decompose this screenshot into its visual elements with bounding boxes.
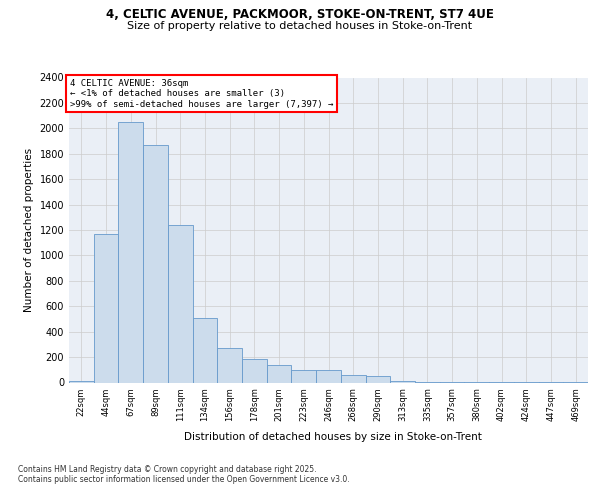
Bar bbox=[390, 380, 415, 382]
Text: Contains HM Land Registry data © Crown copyright and database right 2025.: Contains HM Land Registry data © Crown c… bbox=[18, 465, 317, 474]
Bar bbox=[193, 318, 217, 382]
Bar bbox=[69, 381, 94, 382]
Bar bbox=[143, 145, 168, 382]
Bar bbox=[292, 370, 316, 382]
Bar bbox=[242, 359, 267, 382]
Text: Distribution of detached houses by size in Stoke-on-Trent: Distribution of detached houses by size … bbox=[184, 432, 482, 442]
Bar bbox=[217, 348, 242, 382]
Bar bbox=[94, 234, 118, 382]
Bar bbox=[118, 122, 143, 382]
Bar bbox=[168, 225, 193, 382]
Text: Contains public sector information licensed under the Open Government Licence v3: Contains public sector information licen… bbox=[18, 475, 350, 484]
Text: 4, CELTIC AVENUE, PACKMOOR, STOKE-ON-TRENT, ST7 4UE: 4, CELTIC AVENUE, PACKMOOR, STOKE-ON-TRE… bbox=[106, 8, 494, 20]
Bar bbox=[267, 364, 292, 382]
Bar bbox=[341, 375, 365, 382]
Bar bbox=[316, 370, 341, 382]
Text: Size of property relative to detached houses in Stoke-on-Trent: Size of property relative to detached ho… bbox=[127, 21, 473, 31]
Y-axis label: Number of detached properties: Number of detached properties bbox=[24, 148, 34, 312]
Text: 4 CELTIC AVENUE: 36sqm
← <1% of detached houses are smaller (3)
>99% of semi-det: 4 CELTIC AVENUE: 36sqm ← <1% of detached… bbox=[70, 79, 334, 109]
Bar bbox=[365, 376, 390, 382]
